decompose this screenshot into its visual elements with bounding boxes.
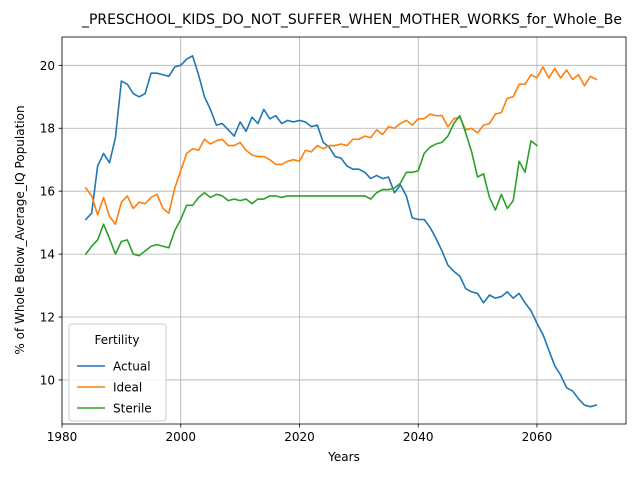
axis-ticks: 1980 2000 2020 2040 2060 10 12 14 16 18 20 [40,59,553,444]
x-tick-label: 2000 [165,430,196,444]
y-tick-label: 16 [40,185,55,199]
grid-lines [61,37,626,424]
x-tick-label: 2020 [284,430,315,444]
chart-title: _PRESCHOOL_KIDS_DO_NOT_SUFFER_WHEN_MOTHE… [81,12,622,28]
y-tick-label: 20 [40,59,55,73]
series-line-sterile [84,114,539,257]
series-lines [84,55,598,408]
legend-title: Fertility [94,333,139,347]
legend: Fertility Actual Ideal Sterile [68,323,167,422]
legend-label-actual: Actual [113,360,151,374]
legend-label-ideal: Ideal [113,381,142,395]
y-tick-label: 10 [40,373,55,387]
series-line-actual [84,55,598,408]
x-tick-label: 2040 [403,430,434,444]
y-tick-label: 14 [40,248,55,262]
x-axis-label: Years [327,450,360,464]
legend-box [68,323,167,422]
y-tick-label: 18 [40,122,55,136]
plot-frame [61,36,627,425]
y-axis-label: % of Whole Below_Average_IQ Population [13,105,27,354]
legend-items: Actual Ideal Sterile [77,360,152,416]
legend-label-sterile: Sterile [113,402,152,416]
y-tick-label: 12 [40,311,55,325]
series-line-ideal [84,66,598,226]
x-tick-label: 1980 [47,430,78,444]
x-tick-label: 2060 [522,430,553,444]
